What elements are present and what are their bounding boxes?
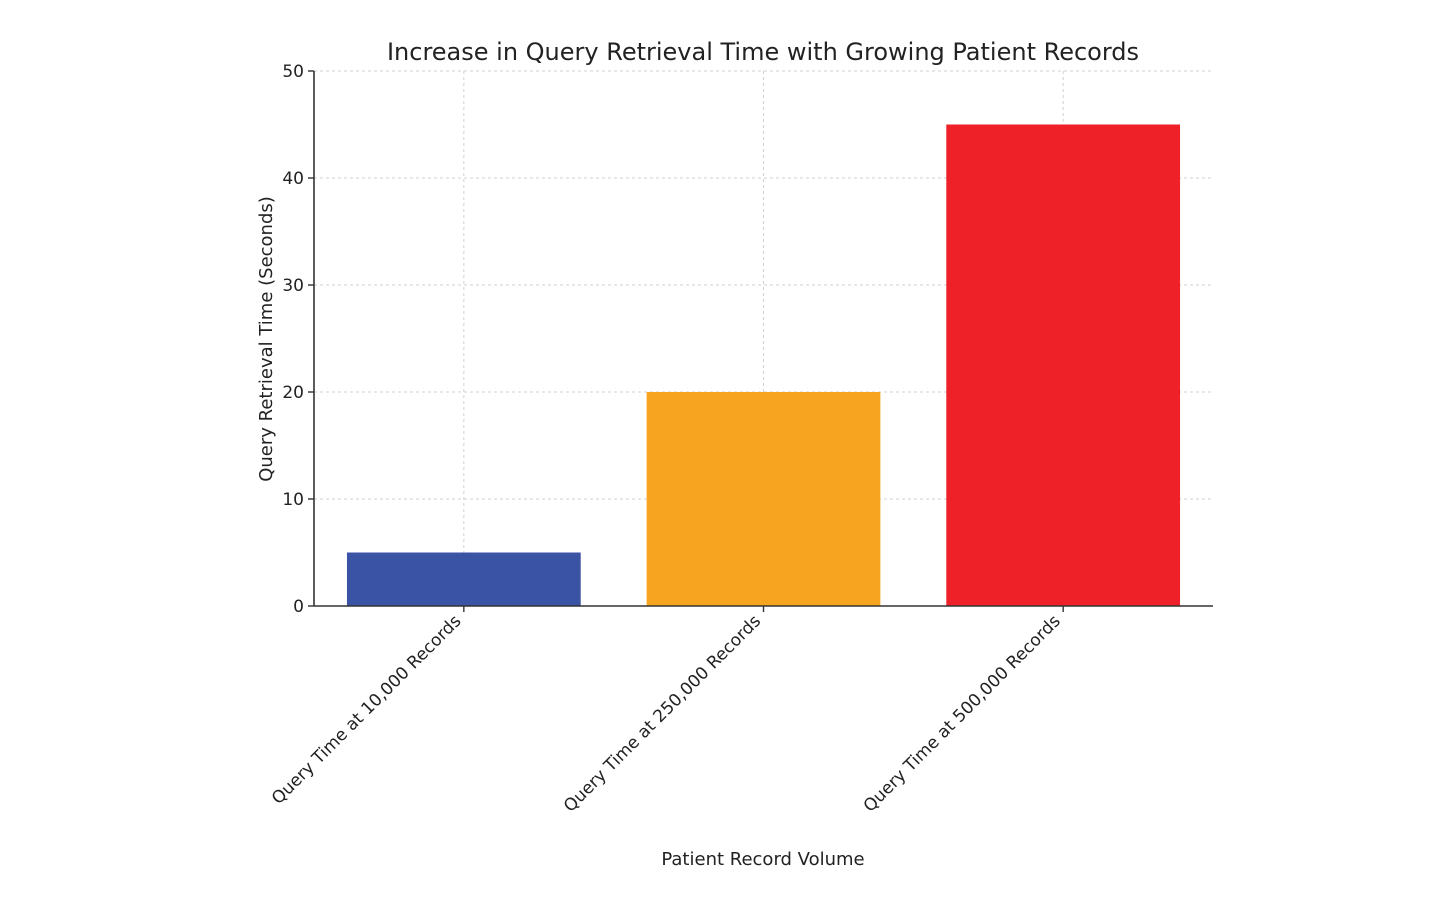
- chart-title: Increase in Query Retrieval Time with Gr…: [387, 38, 1139, 66]
- bar: [946, 124, 1181, 606]
- bars: [346, 124, 1181, 606]
- x-axis-label: Patient Record Volume: [661, 849, 864, 870]
- bar: [346, 552, 581, 606]
- x-tick-label: Query Time at 250,000 Records: [560, 611, 765, 816]
- y-tick-label: 20: [282, 383, 304, 403]
- x-tick-label: Query Time at 500,000 Records: [860, 611, 1065, 816]
- y-tick-label: 30: [282, 276, 304, 296]
- y-tick-label: 50: [282, 62, 304, 82]
- y-axis-label: Query Retrieval Time (Seconds): [256, 196, 277, 482]
- y-tick-label: 10: [282, 490, 304, 510]
- y-tick-label: 40: [282, 169, 304, 189]
- y-tick-label: 0: [293, 597, 304, 617]
- x-tick-label: Query Time at 10,000 Records: [268, 611, 465, 808]
- bar: [646, 392, 881, 606]
